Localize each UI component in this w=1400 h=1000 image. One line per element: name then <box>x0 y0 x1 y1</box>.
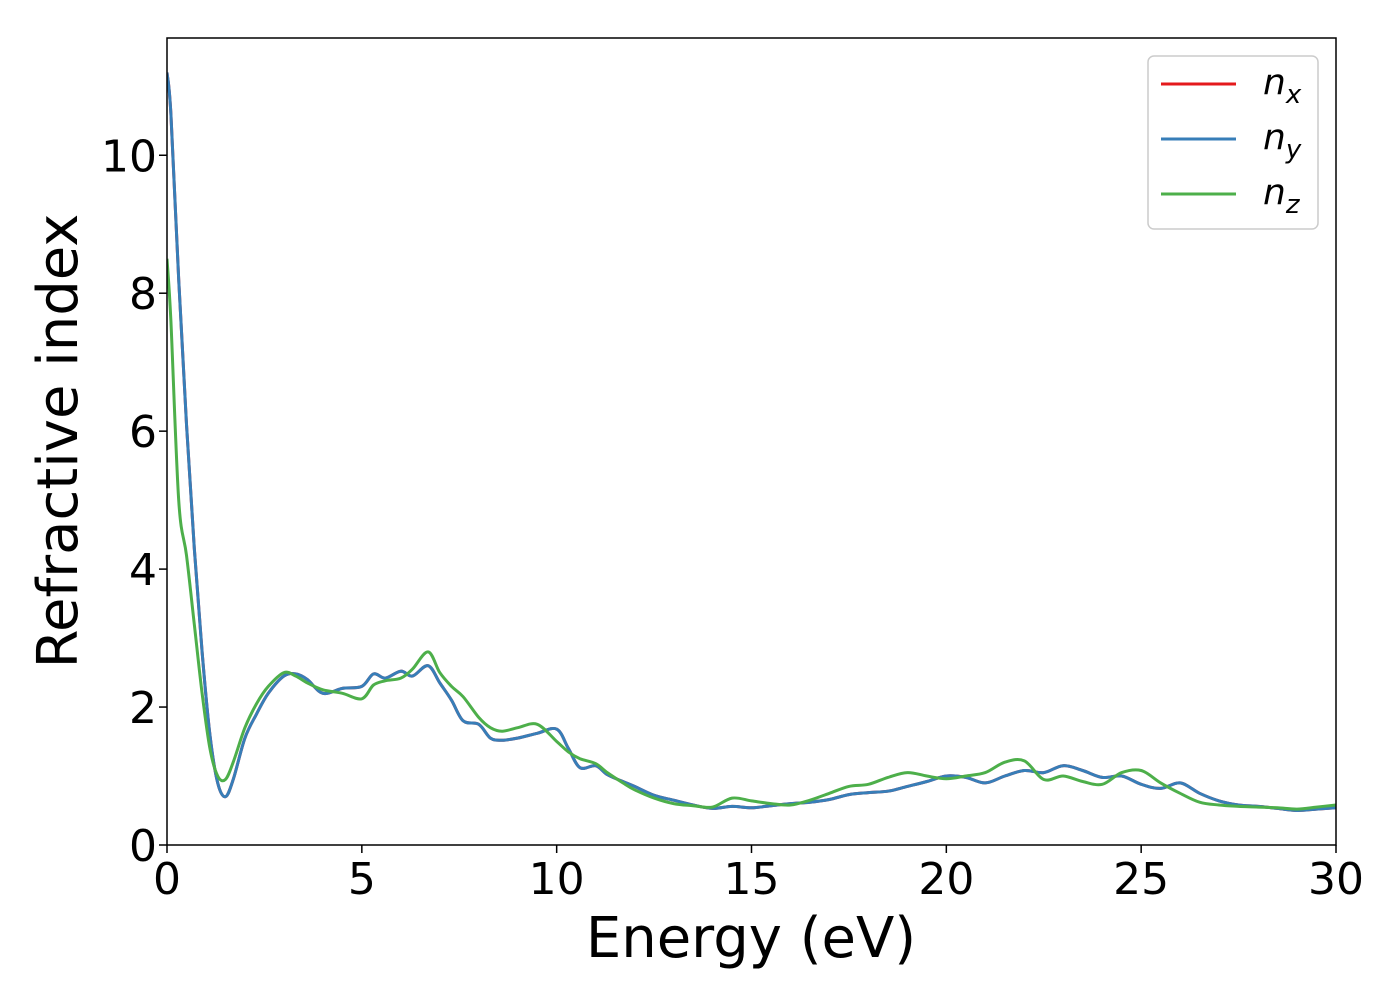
plot-frame <box>166 37 1337 846</box>
x-axis-title: Energy (eV) <box>586 906 916 971</box>
y-tick-label: 10 <box>101 131 157 182</box>
x-tick-label: 25 <box>1113 854 1169 905</box>
legend-box <box>1147 55 1319 230</box>
x-tick-label: 0 <box>153 854 181 905</box>
y-tick-label: 6 <box>129 407 157 458</box>
y-tick-label: 8 <box>129 269 157 320</box>
y-axis-ticks: 0 2 4 6 8 10 <box>101 131 167 872</box>
legend-label-x: nx <box>1263 62 1302 110</box>
series-line-z <box>167 258 1336 811</box>
series-line-y <box>167 72 1336 813</box>
y-tick-label: 2 <box>129 683 157 734</box>
x-tick-label: 5 <box>348 854 376 905</box>
legend: nx ny nz <box>1147 55 1319 230</box>
y-axis-title: Refractive index <box>26 214 91 669</box>
legend-label-y: ny <box>1263 117 1302 165</box>
y-tick-label: 4 <box>129 545 157 596</box>
plot-lines <box>167 72 1336 813</box>
x-tick-label: 30 <box>1308 854 1364 905</box>
x-tick-label: 10 <box>529 854 585 905</box>
y-tick-label: 0 <box>129 821 157 872</box>
x-tick-label: 20 <box>918 854 974 905</box>
x-tick-label: 15 <box>724 854 780 905</box>
legend-label-z: nz <box>1263 172 1301 220</box>
x-axis-ticks: 0 5 10 15 20 25 30 <box>153 845 1364 905</box>
